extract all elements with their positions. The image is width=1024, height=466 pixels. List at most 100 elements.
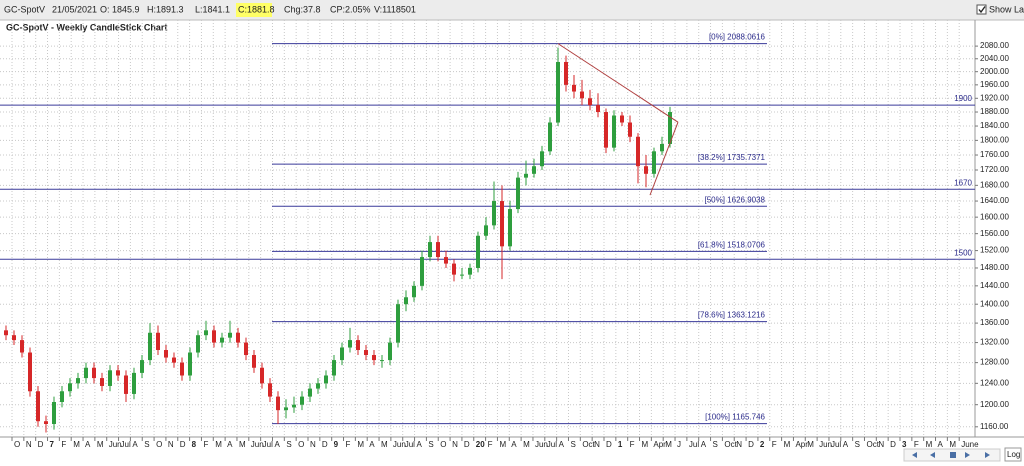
y-tick-label: 1600.00	[980, 212, 1009, 221]
x-tick-label: A	[85, 440, 91, 449]
candle-body	[412, 285, 416, 298]
candle-body	[388, 342, 392, 361]
y-tick-label: 1400.00	[980, 299, 1009, 308]
x-tick-label: A	[701, 440, 707, 449]
x-tick-label: M	[523, 440, 530, 449]
y-tick-label: 1680.00	[980, 180, 1009, 189]
x-tick-label: F	[914, 440, 919, 449]
x-tick-label: F	[203, 440, 208, 449]
candle-body	[284, 407, 288, 411]
y-tick-label: 1880.00	[980, 107, 1009, 116]
fib-label: [50%] 1626.9038	[705, 195, 766, 204]
x-tick-label: N	[310, 440, 316, 449]
x-tick-label: A	[369, 440, 375, 449]
y-tick-label: 1640.00	[980, 196, 1009, 205]
x-tick-label: J	[677, 440, 681, 449]
y-tick-label: 2040.00	[980, 54, 1009, 63]
close: C:1881.8	[238, 4, 275, 14]
x-tick-label: M	[215, 440, 222, 449]
candle-body	[372, 355, 376, 361]
candle-body	[396, 304, 400, 343]
x-tick-label: A	[938, 440, 944, 449]
x-tick-label: D	[180, 440, 186, 449]
x-tick-label: M	[381, 440, 388, 449]
candle-body	[380, 360, 384, 362]
y-tick-label: 1520.00	[980, 246, 1009, 255]
candle-body	[636, 136, 640, 167]
candle-body	[220, 337, 224, 343]
x-tick-label: O	[14, 440, 20, 449]
change: Chg:37.8	[284, 4, 321, 14]
x-tick-label: M	[926, 440, 933, 449]
y-tick-label: 1160.00	[980, 422, 1009, 431]
candle-body	[188, 352, 192, 376]
candle-body	[84, 367, 88, 379]
candle-body	[252, 355, 256, 368]
y-tick-label: 1720.00	[980, 165, 1009, 174]
candle-body	[140, 360, 144, 373]
candle-body	[324, 375, 328, 384]
x-tick-label: M	[357, 440, 364, 449]
scroll-buttons	[903, 447, 1022, 462]
x-tick-label: O	[156, 440, 162, 449]
fib-label: [0%] 2088.0616	[709, 33, 766, 42]
candle-body	[588, 98, 592, 106]
fib-label: [100%] 1165.746	[705, 413, 765, 422]
candle-body	[204, 330, 208, 336]
candle-body	[260, 367, 264, 384]
fib-label: [61.8%] 1518.0706	[698, 241, 766, 250]
x-tick-label: 8	[192, 440, 197, 449]
x-tick-label: O	[440, 440, 446, 449]
x-tick-label: F	[772, 440, 777, 449]
y-tick-label: 2080.00	[980, 41, 1009, 50]
fib-label: [78.6%] 1363.1216	[698, 311, 766, 320]
x-tick-label: A	[417, 440, 423, 449]
show-last-checkbox[interactable]	[976, 4, 987, 15]
x-tick-label: S	[570, 440, 575, 449]
x-tick-label: F	[630, 440, 635, 449]
candle-body	[228, 332, 232, 338]
trendline	[649, 121, 679, 196]
candle-body	[172, 357, 176, 363]
y-tick-label: 1560.00	[980, 229, 1009, 238]
chart-title: GC-SpotV - Weekly CandleStick Chart	[6, 22, 167, 32]
close-highlight	[236, 3, 272, 17]
x-tick-label: Jun	[393, 440, 406, 449]
candle-body	[444, 257, 448, 264]
candle-body	[148, 332, 152, 361]
x-tick-label: Oct	[724, 440, 737, 449]
x-tick-label: S	[855, 440, 860, 449]
candle-body	[420, 257, 424, 286]
candle-body	[28, 352, 32, 392]
candle-body	[292, 404, 296, 408]
candle-body	[340, 347, 344, 361]
candle-body	[428, 242, 432, 258]
candle-body	[12, 335, 16, 341]
candle-body	[596, 105, 600, 113]
log-button-label[interactable]: Log	[1007, 450, 1020, 459]
log-button[interactable]	[1004, 447, 1022, 462]
x-tick-label: M	[97, 440, 104, 449]
x-tick-label: M	[642, 440, 649, 449]
x-tick-label: N	[26, 440, 32, 449]
x-tick-label: D	[606, 440, 612, 449]
candle-body	[244, 342, 248, 356]
x-tick-label: Jun	[535, 440, 548, 449]
candle-body	[4, 330, 8, 336]
candle-body	[44, 421, 48, 425]
x-tick-label: M	[239, 440, 246, 449]
candle-body	[180, 362, 184, 376]
show-last-label[interactable]: Show Last	[989, 4, 1024, 14]
y-tick-label: 1200.00	[980, 400, 1009, 409]
x-tick-label: Jun	[109, 440, 122, 449]
candle-body	[508, 209, 512, 247]
x-tick-label: Jul	[121, 440, 131, 449]
candle-body	[236, 332, 240, 343]
candle-body	[124, 375, 128, 394]
candle-body	[108, 370, 112, 386]
candle-body	[436, 242, 440, 258]
candle-body	[268, 383, 272, 397]
volume: V:1118501	[374, 4, 416, 14]
x-tick-label: S	[428, 440, 433, 449]
